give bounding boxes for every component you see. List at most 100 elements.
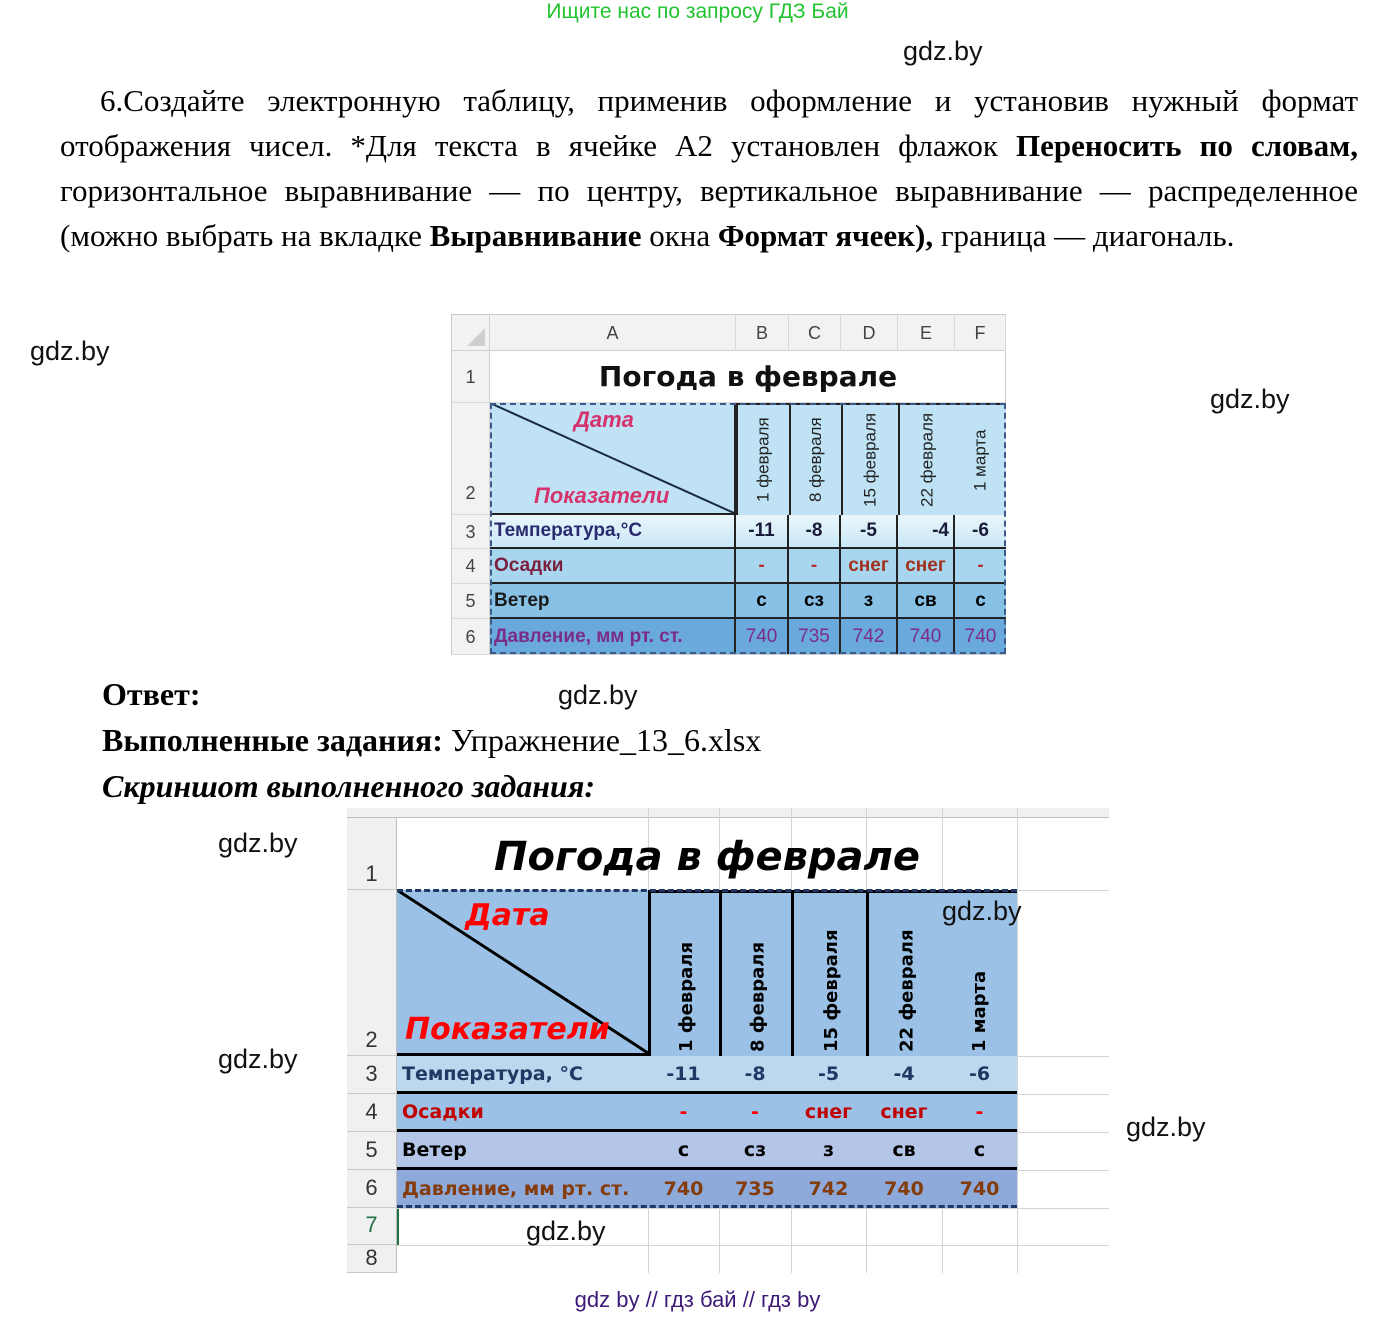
date-header: 8 февраля bbox=[719, 890, 794, 1056]
row-number: 5 bbox=[452, 584, 490, 619]
watermark: gdz.by bbox=[558, 680, 638, 710]
data-cell: 742 bbox=[841, 619, 898, 654]
footer-links[interactable]: gdz by // гдз бай // гдз by bbox=[574, 1287, 821, 1312]
data-cell: -4 bbox=[898, 515, 955, 549]
row-number: 5 bbox=[347, 1132, 397, 1170]
data-cell: сз bbox=[719, 1132, 794, 1170]
date-header: 22 февраля bbox=[866, 890, 945, 1056]
data-cell: 742 bbox=[791, 1170, 869, 1208]
data-cell: с bbox=[736, 584, 789, 619]
data-cell: 735 bbox=[719, 1170, 794, 1208]
data-cell: снег bbox=[841, 549, 898, 584]
row-number: 1 bbox=[452, 351, 490, 403]
corner-bottom-text: Показатели bbox=[534, 483, 670, 508]
task-text: 6.Создайте электронную таблицу, применив… bbox=[60, 83, 1358, 253]
column-header-b: B bbox=[736, 315, 789, 351]
row-number: 1 bbox=[347, 818, 397, 890]
watermark: gdz.by bbox=[942, 896, 1022, 926]
data-cell: -11 bbox=[648, 1056, 722, 1094]
row-number: 2 bbox=[347, 890, 397, 1056]
active-cell-indicator bbox=[397, 1209, 399, 1245]
data-cell: - bbox=[789, 549, 841, 584]
data-cell: с bbox=[955, 584, 1006, 619]
row-number: 8 bbox=[347, 1245, 397, 1273]
diagonal-header-cell: Дата Показатели bbox=[397, 890, 651, 1056]
row-label-temperature: Температура,°C bbox=[490, 515, 736, 549]
watermark: gdz.by bbox=[526, 1216, 606, 1246]
row-label-precipitation: Осадки bbox=[490, 549, 736, 584]
row-label-precipitation: Осадки bbox=[397, 1094, 651, 1132]
row-number: 6 bbox=[347, 1170, 397, 1208]
date-header: 1 февраля bbox=[648, 890, 722, 1056]
watermark: gdz.by bbox=[1210, 384, 1290, 414]
top-banner[interactable]: Ищите нас по запросу ГДЗ Бай bbox=[546, 0, 849, 23]
watermark: gdz.by bbox=[218, 828, 298, 858]
data-cell: - bbox=[648, 1094, 722, 1132]
data-cell: 740 bbox=[955, 619, 1006, 654]
watermark: gdz.by bbox=[1126, 1112, 1206, 1142]
data-cell: -6 bbox=[942, 1056, 1017, 1094]
row-number: 2 bbox=[452, 403, 490, 515]
data-cell: 735 bbox=[789, 619, 841, 654]
row-label-temperature: Температура, °C bbox=[397, 1056, 651, 1094]
data-cell: -8 bbox=[789, 515, 841, 549]
data-cell: -6 bbox=[955, 515, 1006, 549]
data-cell: св bbox=[898, 584, 955, 619]
data-cell: -5 bbox=[841, 515, 898, 549]
data-cell: - bbox=[942, 1094, 1017, 1132]
completed-file-name[interactable]: Упражнение_13_6.xlsx bbox=[450, 722, 762, 758]
row-number: 3 bbox=[452, 515, 490, 549]
data-cell: - bbox=[736, 549, 789, 584]
data-cell: с bbox=[942, 1132, 1017, 1170]
answer-label: Ответ: bbox=[102, 676, 201, 712]
data-cell: 740 bbox=[942, 1170, 1017, 1208]
column-header-c: C bbox=[789, 315, 841, 351]
row-label-pressure: Давление, мм рт. ст. bbox=[490, 619, 736, 654]
column-header-f: F bbox=[955, 315, 1006, 351]
dashed-border-bottom bbox=[397, 1205, 1017, 1208]
data-cell: 740 bbox=[648, 1170, 722, 1208]
row-label-wind: Ветер bbox=[397, 1132, 651, 1170]
answer-spreadsheet: 1 2 3 4 5 6 7 8 Погода в феврале Дата По… bbox=[347, 808, 1109, 1273]
data-cell: -11 bbox=[736, 515, 789, 549]
column-header-d: D bbox=[841, 315, 898, 351]
dashed-outline bbox=[490, 403, 1006, 654]
completed-tasks: Выполненные задания: Упражнение_13_6.xls… bbox=[102, 722, 761, 759]
data-cell: - bbox=[955, 549, 1006, 584]
corner-top-text: Дата bbox=[574, 407, 634, 432]
row-label-wind: Ветер bbox=[490, 584, 736, 619]
table-title: Погода в феврале bbox=[494, 834, 920, 880]
row-number-selected: 7 bbox=[347, 1208, 397, 1245]
diagonal-border bbox=[490, 403, 734, 513]
diagonal-header-cell: Дата Показатели bbox=[490, 403, 736, 515]
watermark: gdz.by bbox=[30, 336, 110, 366]
watermark: gdz.by bbox=[218, 1044, 298, 1074]
screenshot-label: Скриншот выполненного задания: bbox=[102, 768, 595, 804]
data-cell: 740 bbox=[898, 619, 955, 654]
select-all-corner bbox=[452, 315, 490, 351]
data-cell: з bbox=[791, 1132, 869, 1170]
row-label-pressure: Давление, мм рт. ст. bbox=[397, 1170, 651, 1208]
data-cell: -8 bbox=[719, 1056, 794, 1094]
row-number: 4 bbox=[347, 1094, 397, 1132]
data-cell: снег bbox=[791, 1094, 869, 1132]
data-cell: -4 bbox=[866, 1056, 945, 1094]
corner-bottom-text: Показатели bbox=[405, 1012, 610, 1047]
data-cell: с bbox=[648, 1132, 722, 1170]
cell-a7[interactable] bbox=[398, 1209, 648, 1245]
data-cell: снег bbox=[866, 1094, 945, 1132]
data-cell: 740 bbox=[866, 1170, 945, 1208]
task-number: 6. bbox=[100, 83, 124, 118]
diagonal-border bbox=[397, 890, 648, 1053]
data-cell: -5 bbox=[791, 1056, 869, 1094]
column-header-strip bbox=[347, 808, 1109, 818]
row-number: 6 bbox=[452, 619, 490, 655]
row-number: 4 bbox=[452, 549, 490, 584]
row-number: 3 bbox=[347, 1056, 397, 1094]
data-cell: з bbox=[841, 584, 898, 619]
watermark: gdz.by bbox=[903, 36, 983, 66]
date-header: 15 февраля bbox=[791, 890, 869, 1056]
dashed-border-top bbox=[397, 889, 1017, 892]
data-cell: снег bbox=[898, 549, 955, 584]
data-cell: - bbox=[719, 1094, 794, 1132]
